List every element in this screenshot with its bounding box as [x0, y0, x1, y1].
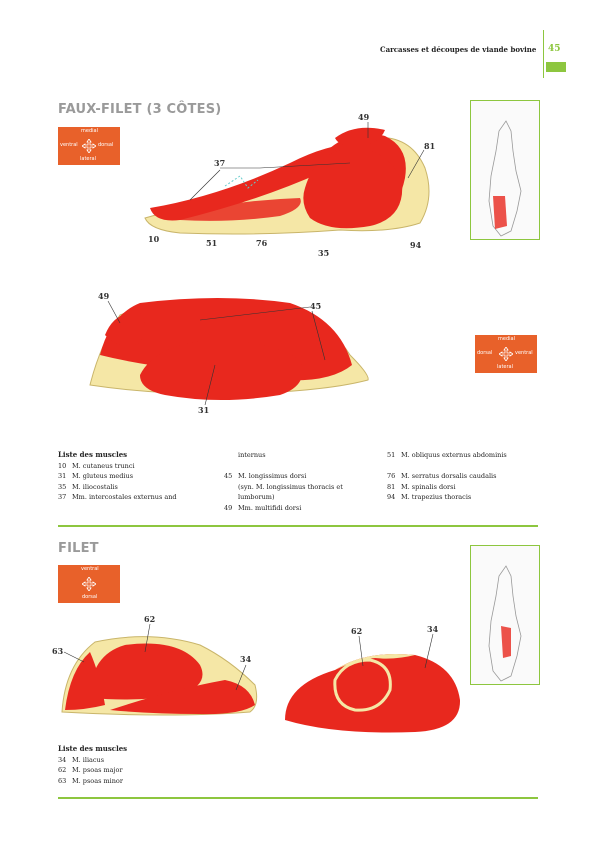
carcass-thumbnail-2 — [470, 545, 540, 685]
legend-row: internus — [238, 451, 266, 459]
legend-heading: Liste des muscles — [58, 450, 128, 459]
label-51: 51 — [206, 238, 217, 248]
label-62b: 62 — [351, 626, 362, 636]
label-10: 10 — [148, 234, 160, 244]
legend-row: 51 M. obliquus externus abdominis — [387, 451, 507, 459]
legend-row — [224, 461, 374, 472]
legend-row: (syn. M. longissimus thoracis et — [238, 482, 343, 491]
orient-a-right: dorsal — [98, 142, 114, 148]
muscle-62-side — [90, 643, 203, 700]
orient-b-bottom: lateral — [497, 364, 513, 370]
label-81: 81 — [424, 141, 435, 151]
muscle-49 — [335, 127, 385, 147]
legend-row: 45 M. longissimus dorsi — [224, 472, 307, 480]
orientation-box-b: medial dorsal ventral lateral — [475, 335, 537, 373]
muscle-62-cross — [333, 658, 392, 712]
orient-a-left: ventral — [60, 142, 78, 148]
legend-row — [387, 461, 542, 472]
fat-cap — [335, 654, 415, 670]
carcass-outline-icon — [488, 120, 522, 237]
legend-row: 37 Mm. intercostales externus and — [58, 493, 177, 501]
label-34b: 34 — [427, 624, 439, 634]
label-31: 31 — [198, 405, 209, 415]
label-35: 35 — [318, 248, 329, 258]
compass-icon — [499, 347, 513, 361]
orient-b-right: ventral — [515, 350, 533, 356]
label-49: 49 — [358, 112, 370, 122]
muscle-37 — [150, 144, 370, 221]
legend-row: 35 M. iliocostalis — [58, 482, 118, 491]
page-number: 45 — [548, 44, 561, 54]
carcass-outline-icon — [488, 565, 522, 682]
diagram-faux-filet-side: 49 81 37 10 51 76 35 94 — [144, 112, 435, 258]
header-divider — [543, 30, 544, 78]
legend-col2: internus 45 M. longissimus dorsi (syn. M.… — [224, 450, 374, 513]
label-62: 62 — [144, 614, 155, 624]
label-34: 34 — [240, 654, 252, 664]
label-45: 45 — [310, 301, 321, 311]
muscle-45 — [303, 148, 403, 229]
carcass-thumbnail-1 — [470, 100, 540, 240]
legend-col1: Liste des muscles 10 M. cutaneus trunci 3… — [58, 450, 228, 503]
compass-icon — [82, 577, 96, 591]
orient-a-top: medial — [81, 128, 98, 134]
legend-filet: Liste des muscles 34 M. iliacus 62 M. psoa… — [58, 744, 258, 786]
diagram-faux-filet-cross: 49 45 31 — [89, 291, 369, 415]
orientation-box-c: ventral dorsal — [58, 565, 120, 603]
running-header: Carcasses et découpes de viande bovine — [380, 45, 537, 54]
legend-row: 63 M. psoas minor — [58, 776, 123, 785]
legend-row: 62 M. psoas major — [58, 766, 123, 774]
header-accent-block — [546, 62, 566, 72]
label-49b: 49 — [98, 291, 110, 301]
legend-row: 34 M. iliacus — [58, 755, 105, 764]
legend-row: 81 M. spinalis dorsi — [387, 482, 456, 491]
muscle-31-cross — [140, 340, 303, 400]
legend-row: 76 M. serratus dorsalis caudalis — [387, 472, 497, 480]
section-title-filet: FILET — [58, 541, 99, 556]
legend-row: 49 Mm. multifidi dorsi — [224, 503, 302, 512]
orient-b-top: medial — [498, 336, 515, 342]
legend-row: 10 M. cutaneus trunci — [58, 461, 135, 470]
legend-col3: 51 M. obliquus externus abdominis 76 M. se… — [387, 450, 542, 503]
muscle-51 — [180, 198, 301, 221]
label-37: 37 — [214, 158, 225, 168]
orient-b-left: dorsal — [477, 350, 493, 356]
section-divider — [58, 525, 538, 527]
diagram-filet-side: 62 63 34 — [52, 614, 258, 716]
section-title-faux-filet: FAUX-FILET (3 CÔTES) — [58, 102, 222, 117]
nerve-dots — [224, 175, 259, 189]
label-94: 94 — [410, 240, 422, 250]
muscle-63-side — [65, 652, 105, 710]
orientation-box-a: medial ventral dorsal lateral — [58, 127, 120, 165]
legend-row: 31 M. gluteus medius — [58, 472, 134, 480]
label-76: 76 — [256, 238, 268, 248]
legend-row: lumborum) — [238, 493, 275, 501]
diagram-filet-cross: 62 34 — [285, 624, 461, 733]
legend-row: 94 M. trapezius thoracis — [387, 493, 472, 501]
muscle-34-side — [110, 680, 255, 715]
compass-icon — [82, 139, 96, 153]
legend-heading: Liste des muscles — [58, 744, 128, 753]
orient-c-top: ventral — [81, 566, 99, 572]
label-63: 63 — [52, 646, 64, 656]
orient-a-bottom: lateral — [80, 156, 96, 162]
section-divider — [58, 797, 538, 799]
muscle-49-cross — [105, 312, 145, 346]
orient-c-bottom: dorsal — [82, 594, 98, 600]
